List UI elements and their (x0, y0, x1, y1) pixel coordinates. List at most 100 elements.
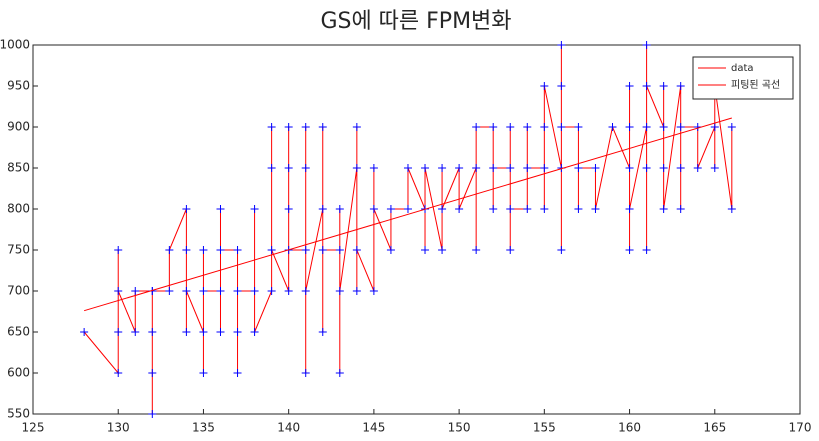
marker (80, 328, 89, 336)
marker (216, 328, 225, 336)
marker (403, 205, 412, 213)
marker (659, 164, 668, 172)
marker (506, 123, 515, 131)
x-tick-label: 160 (618, 421, 641, 435)
x-tick-label: 125 (22, 421, 45, 435)
marker (267, 246, 276, 254)
y-tick-label: 600 (7, 366, 30, 380)
marker (233, 328, 242, 336)
marker (284, 287, 293, 295)
marker (182, 287, 191, 295)
marker (148, 369, 157, 377)
x-tick-label: 155 (533, 421, 556, 435)
marker (301, 369, 310, 377)
marker (199, 287, 208, 295)
marker (676, 205, 685, 213)
marker (267, 287, 276, 295)
marker (216, 287, 225, 295)
marker (250, 205, 259, 213)
marker (114, 287, 123, 295)
marker (608, 123, 617, 131)
marker (540, 123, 549, 131)
marker (727, 123, 736, 131)
marker (557, 123, 566, 131)
marker (301, 164, 310, 172)
marker (540, 164, 549, 172)
marker (676, 82, 685, 90)
marker (455, 164, 464, 172)
marker (301, 246, 310, 254)
marker (182, 328, 191, 336)
marker (506, 164, 515, 172)
marker (284, 123, 293, 131)
x-tick-label: 165 (703, 421, 726, 435)
marker (625, 123, 634, 131)
legend-box (692, 56, 794, 100)
chart-title: GS에 따른 FPM변화 (320, 9, 511, 34)
marker (284, 205, 293, 213)
x-tick-label: 170 (789, 421, 812, 435)
x-tick-label: 140 (277, 421, 300, 435)
marker (114, 246, 123, 254)
marker (335, 246, 344, 254)
marker (540, 205, 549, 213)
plot-area (32, 44, 801, 415)
y-tick-label: 800 (7, 202, 30, 216)
marker (335, 287, 344, 295)
marker (369, 205, 378, 213)
marker (352, 246, 361, 254)
marker (574, 164, 583, 172)
marker (625, 246, 634, 254)
marker (693, 164, 702, 172)
marker (199, 246, 208, 254)
marker (199, 369, 208, 377)
marker (625, 82, 634, 90)
marker (506, 246, 515, 254)
marker (335, 205, 344, 213)
marker (523, 123, 532, 131)
marker (369, 287, 378, 295)
marker (659, 205, 668, 213)
marker (557, 41, 566, 49)
marker (148, 410, 157, 418)
marker (250, 328, 259, 336)
y-tick-label: 900 (7, 120, 30, 134)
marker (148, 328, 157, 336)
marker (659, 123, 668, 131)
marker (386, 205, 395, 213)
marker (386, 246, 395, 254)
x-tick-label: 150 (448, 421, 471, 435)
marker (557, 82, 566, 90)
marker (659, 82, 668, 90)
marker (438, 205, 447, 213)
marker (318, 328, 327, 336)
series-line (83, 117, 732, 312)
marker (267, 164, 276, 172)
marker (523, 205, 532, 213)
marker (182, 205, 191, 213)
marker (233, 369, 242, 377)
marker (403, 164, 412, 172)
marker (165, 287, 174, 295)
marker (642, 164, 651, 172)
marker (318, 246, 327, 254)
marker (233, 246, 242, 254)
marker (472, 123, 481, 131)
marker (131, 328, 140, 336)
marker (506, 205, 515, 213)
marker (352, 287, 361, 295)
marker (267, 123, 276, 131)
marker (625, 205, 634, 213)
marker (574, 123, 583, 131)
marker (438, 246, 447, 254)
marker (318, 205, 327, 213)
marker (557, 246, 566, 254)
marker (727, 205, 736, 213)
marker (114, 328, 123, 336)
marker (591, 164, 600, 172)
marker (642, 82, 651, 90)
marker (472, 246, 481, 254)
x-tick-label: 145 (362, 421, 385, 435)
y-tick-label: 750 (7, 243, 30, 257)
